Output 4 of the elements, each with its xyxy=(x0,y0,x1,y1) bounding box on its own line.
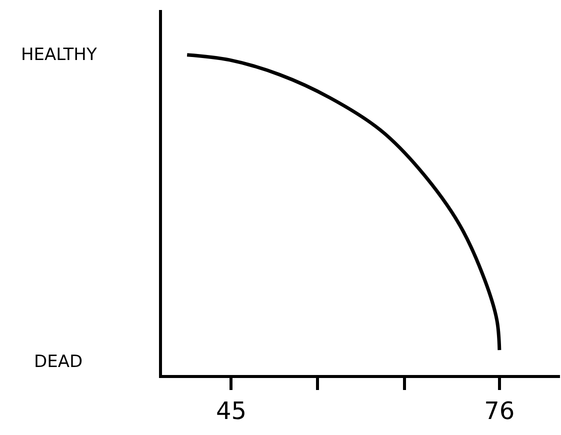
text: HEALTHY xyxy=(21,45,98,65)
text: DEAD xyxy=(34,352,83,372)
x-tick-label: 45 xyxy=(216,396,246,425)
x-tick-label: 76 xyxy=(484,396,515,425)
